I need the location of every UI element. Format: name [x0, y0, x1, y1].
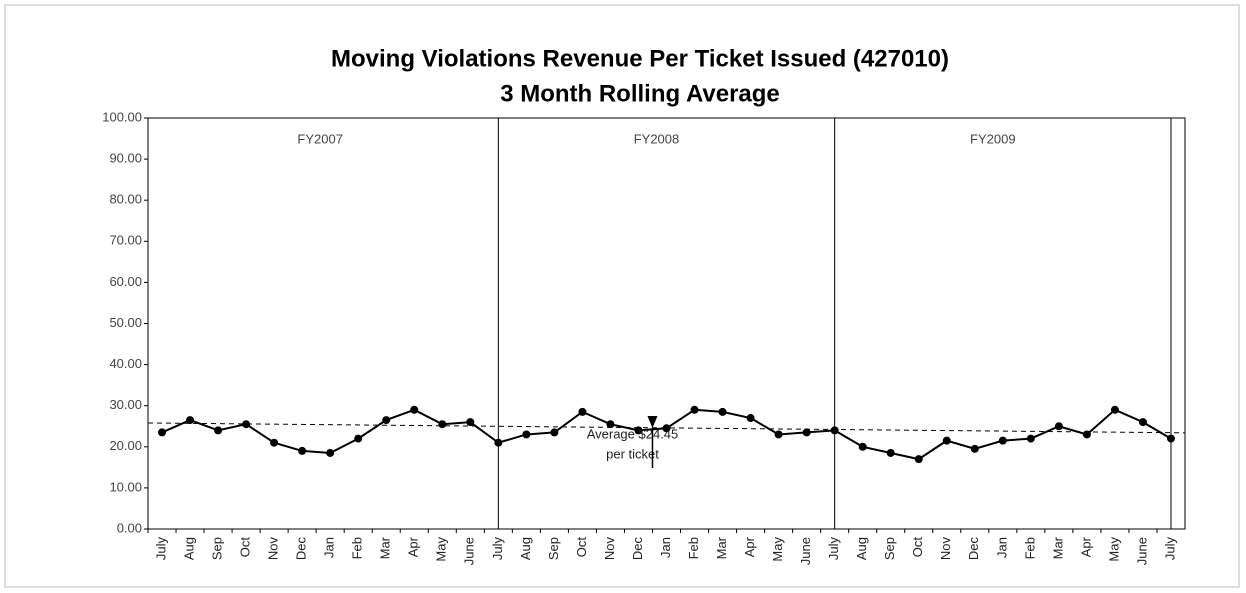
point: [578, 407, 587, 416]
annotation-arrowhead: [647, 416, 658, 428]
point: [774, 430, 783, 439]
point: [998, 436, 1007, 445]
x-tick-label: May: [434, 537, 449, 562]
x-tick-label: Mar: [378, 536, 393, 559]
y-tick-label: 80.00: [109, 192, 142, 207]
annotation: per ticket: [606, 446, 659, 461]
point: [1138, 418, 1147, 427]
x-tick-label: July: [490, 537, 505, 561]
x-tick-label: Aug: [518, 537, 533, 560]
point: [1082, 430, 1091, 439]
point: [1026, 434, 1035, 443]
x-tick-label: Apr: [1078, 536, 1093, 557]
y-tick-label: 70.00: [109, 233, 142, 248]
point: [830, 426, 839, 435]
point: [242, 420, 251, 429]
x-tick-label: Feb: [686, 537, 701, 559]
point: [270, 438, 279, 447]
point: [914, 455, 923, 464]
point: [186, 416, 195, 425]
x-tick-label: July: [1162, 537, 1177, 561]
x-tick-label: Jan: [994, 537, 1009, 558]
point: [438, 420, 447, 429]
x-tick-label: Sep: [210, 537, 225, 560]
y-tick-label: 40.00: [109, 356, 142, 371]
x-tick-label: Aug: [181, 537, 196, 560]
point: [494, 438, 503, 447]
period-label: FY2008: [634, 131, 680, 146]
point: [382, 416, 391, 425]
point: [550, 428, 559, 437]
y-tick-label: 10.00: [109, 479, 142, 494]
point: [606, 420, 615, 429]
point: [746, 414, 755, 423]
y-tick-label: 100.00: [102, 109, 142, 124]
x-tick-label: July: [153, 537, 168, 561]
chart-subtitle: 3 Month Rolling Average: [500, 80, 780, 107]
x-tick-label: June: [798, 537, 813, 565]
y-tick-label: 90.00: [109, 151, 142, 166]
x-tick-label: Jan: [322, 537, 337, 558]
period-label: FY2009: [970, 131, 1016, 146]
point: [886, 448, 895, 457]
x-tick-label: May: [770, 537, 785, 562]
x-tick-label: Dec: [294, 537, 309, 561]
x-tick-label: Sep: [882, 537, 897, 560]
y-tick-label: 30.00: [109, 397, 142, 412]
x-tick-label: Dec: [966, 537, 981, 561]
x-tick-label: Apr: [742, 536, 757, 557]
x-tick-label: Mar: [714, 536, 729, 559]
point: [298, 446, 307, 455]
annotation: Average $24.45: [587, 426, 679, 441]
trend-line: [147, 422, 1186, 434]
point: [634, 426, 643, 435]
point: [858, 442, 867, 451]
x-tick-label: Oct: [574, 537, 589, 558]
point: [522, 430, 531, 439]
x-tick-label: Feb: [1022, 537, 1037, 559]
x-tick-label: Oct: [910, 537, 925, 558]
x-tick-label: May: [1106, 537, 1121, 562]
point: [802, 428, 811, 437]
y-tick-label: 20.00: [109, 438, 142, 453]
x-tick-label: July: [826, 537, 841, 561]
point: [662, 424, 671, 433]
x-tick-label: Mar: [1050, 536, 1065, 559]
x-tick-label: Aug: [854, 537, 869, 560]
point: [158, 428, 167, 437]
x-tick-label: June: [1134, 537, 1149, 565]
point: [354, 434, 363, 443]
point: [1166, 434, 1175, 443]
point: [1110, 405, 1119, 414]
y-tick-label: 60.00: [109, 274, 142, 289]
point: [690, 405, 699, 414]
y-tick-label: 50.00: [109, 315, 142, 330]
x-tick-label: Oct: [238, 537, 253, 558]
point: [970, 444, 979, 453]
point: [214, 426, 223, 435]
point: [718, 407, 727, 416]
x-tick-label: Feb: [350, 537, 365, 559]
x-tick-label: June: [462, 537, 477, 565]
point: [942, 436, 951, 445]
x-tick-label: Dec: [630, 537, 645, 561]
chart-title: Moving Violations Revenue Per Ticket Iss…: [331, 45, 949, 72]
x-tick-label: Nov: [938, 537, 953, 561]
plot-area: [147, 117, 1186, 530]
x-tick-label: Nov: [602, 537, 617, 561]
x-tick-label: Jan: [658, 537, 673, 558]
point: [1054, 422, 1063, 431]
point: [326, 448, 335, 457]
y-tick-label: 0.00: [117, 520, 142, 535]
chart-border: [4, 4, 1240, 588]
x-tick-label: Nov: [266, 537, 281, 561]
point: [410, 405, 419, 414]
point: [466, 418, 475, 427]
x-tick-label: Sep: [546, 537, 561, 560]
period-label: FY2007: [297, 131, 343, 146]
x-tick-label: Apr: [406, 536, 421, 557]
